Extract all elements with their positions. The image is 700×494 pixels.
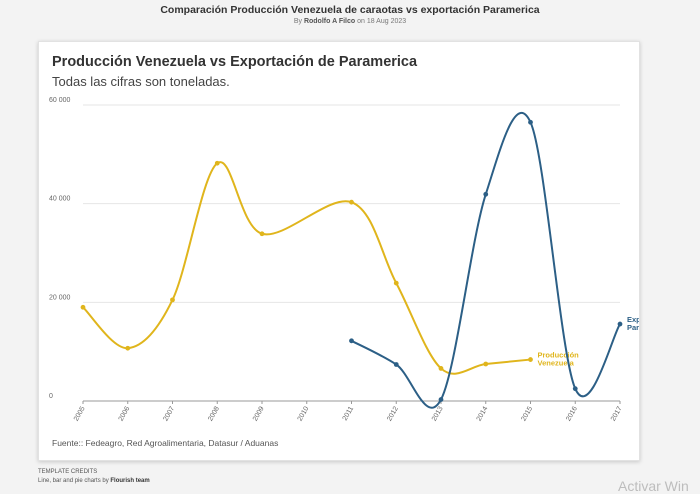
series-label: Producción Venezuela [538,351,580,368]
byline-prefix: By [293,18,302,25]
x-tick-label: 2007 [162,405,176,422]
y-tick-label: 60 000 [49,97,71,104]
series-label: ExportaciónParamerica [627,315,639,332]
data-point[interactable] [214,160,220,166]
data-point[interactable] [528,357,533,362]
y-axis: 0 20 000 40 000 60 000 [49,97,71,400]
data-point[interactable] [483,361,489,367]
x-tick-label: 2009 [252,405,266,422]
x-axis: 2005 2006 2007 2008 2009 2010 2011 2012 2013 2014… [73,401,624,422]
credits-team-link[interactable]: Flourish team [110,478,150,484]
data-point[interactable] [170,297,175,303]
byline-date: on 18 Aug 2023 [357,18,407,25]
credits-heading: TEMPLATE CREDITS [38,469,98,475]
byline-author[interactable]: Rodolfo A Filco [303,18,356,25]
byline: By Rodolfo A Filco on 18 Aug 2023 [0,18,700,25]
data-point[interactable] [438,366,444,371]
credits-text: Line, bar and pie charts by [38,478,109,484]
chart-card: Producción Venezuela vs Exportación de P… [38,41,640,461]
data-point[interactable] [483,191,489,197]
series-label-line: Venezuela [538,359,575,368]
x-tick-label: 2008 [207,405,221,422]
series-label-line: Exportación [627,315,639,324]
series-line [82,161,531,375]
x-tick-label: 2017 [610,405,624,422]
template-credits: TEMPLATE CREDITS Line, bar and pie chart… [38,468,150,486]
os-watermark: Activar Win [618,478,689,494]
page-title: Comparación Producción Venezuela de cara… [160,4,540,16]
data-point[interactable] [617,321,623,327]
data-point[interactable] [438,397,444,402]
page-header: Comparación Producción Venezuela de cara… [0,4,700,25]
credits-line: Line, bar and pie charts by Flourish tea… [38,477,150,486]
x-tick-label: 2011 [342,405,356,422]
x-tick-label: 2014 [476,405,490,422]
data-point[interactable] [349,199,354,205]
chart-source: Fuente:: Fedeagro, Red Agroalimentaria, … [52,438,279,448]
data-point[interactable] [125,345,131,351]
y-tick-label: 20 000 [49,294,71,301]
y-tick-label: 0 [49,393,53,400]
series-label-line: Paramerica [627,323,639,332]
x-tick-label: 2010 [297,405,311,422]
x-tick-label: 2015 [520,405,534,422]
x-tick-label: 2012 [386,405,400,422]
data-point[interactable] [349,338,354,344]
chart-title: Producción Venezuela vs Exportación de P… [52,54,418,70]
x-tick-label: 2016 [565,405,579,422]
data-point[interactable] [572,386,578,392]
x-tick-label: 2005 [73,405,87,422]
data-point[interactable] [80,304,86,310]
line-chart: 0 20 000 40 000 60 000 2005 2006 2007 2008 2009… [49,97,639,422]
data-point[interactable] [393,280,399,286]
y-tick-label: 40 000 [49,196,71,203]
series-2: ExportaciónParamerica [349,112,639,409]
series-1: Producción Venezuela [80,160,580,375]
data-point[interactable] [259,231,265,237]
series-label-line: Producción [538,351,580,360]
x-tick-label: 2006 [118,405,132,422]
chart-subtitle: Todas las cifras son toneladas. [52,74,230,89]
data-point[interactable] [393,362,399,367]
data-point[interactable] [528,119,533,125]
